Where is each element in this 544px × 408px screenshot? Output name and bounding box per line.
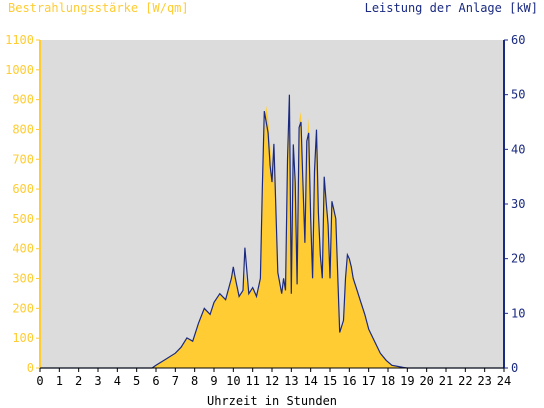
right-tick-label: 30 (511, 197, 525, 211)
x-tick-label: 20 (419, 374, 433, 388)
x-tick-label: 1 (56, 374, 63, 388)
right-tick-label: 40 (511, 142, 525, 156)
x-tick-label: 21 (439, 374, 453, 388)
right-tick-label: 0 (511, 361, 518, 375)
left-tick-label: 600 (12, 182, 34, 196)
left-tick-label: 400 (12, 242, 34, 256)
power-line (40, 94, 504, 369)
x-tick-label: 16 (342, 374, 356, 388)
right-tick-label: 10 (511, 306, 525, 320)
left-tick-label: 1100 (5, 33, 34, 47)
x-tick-label: 3 (94, 374, 101, 388)
x-tick-label: 0 (36, 374, 43, 388)
left-tick-label: 500 (12, 212, 34, 226)
x-tick-label: 2 (75, 374, 82, 388)
right-axis-title: Leistung der Anlage [kW] (364, 1, 538, 15)
x-tick-label: 4 (114, 374, 121, 388)
x-tick-label: 17 (361, 374, 375, 388)
right-tick-label: 60 (511, 33, 525, 47)
x-tick-label: 13 (284, 374, 298, 388)
right-tick-label: 20 (511, 252, 525, 266)
left-tick-label: 300 (12, 272, 34, 286)
left-tick-label: 0 (27, 361, 34, 375)
x-tick-label: 10 (226, 374, 240, 388)
x-tick-label: 11 (245, 374, 259, 388)
left-tick-label: 1000 (5, 63, 34, 77)
x-tick-label: 22 (458, 374, 472, 388)
x-tick-label: 19 (400, 374, 414, 388)
left-axis-title: Bestrahlungsstärke [W/qm] (8, 1, 189, 15)
x-tick-label: 8 (191, 374, 198, 388)
right-tick-label: 50 (511, 88, 525, 102)
left-tick-label: 900 (12, 93, 34, 107)
x-tick-label: 14 (303, 374, 317, 388)
x-axis-label: Uhrzeit in Stunden (207, 394, 337, 408)
x-tick-label: 9 (210, 374, 217, 388)
x-tick-label: 18 (381, 374, 395, 388)
x-tick-label: 15 (323, 374, 337, 388)
left-tick-label: 700 (12, 152, 34, 166)
x-tick-label: 24 (497, 374, 511, 388)
left-tick-label: 800 (12, 122, 34, 136)
x-tick-label: 7 (172, 374, 179, 388)
x-tick-label: 12 (265, 374, 279, 388)
x-tick-label: 23 (477, 374, 491, 388)
left-tick-label: 200 (12, 301, 34, 315)
x-tick-label: 5 (133, 374, 140, 388)
left-tick-label: 100 (12, 331, 34, 345)
irradiance-area (40, 102, 504, 368)
x-tick-label: 6 (152, 374, 159, 388)
